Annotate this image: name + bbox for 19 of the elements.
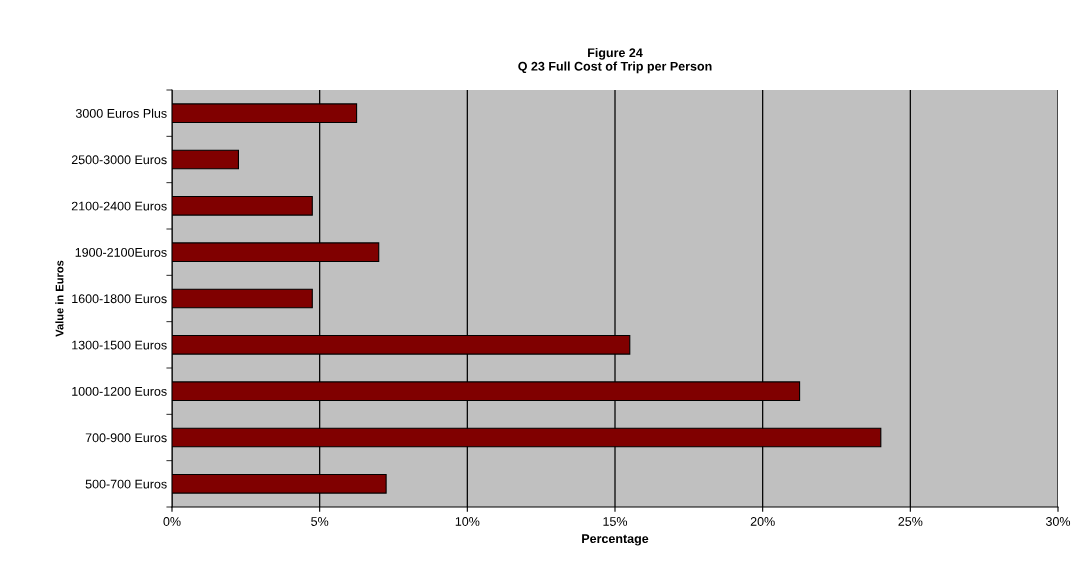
y-tick-label: 1300-1500 Euros [72,340,167,350]
y-tick-label: 2100-2400 Euros [71,201,167,211]
y-tick-label: 700-900 Euros [85,433,167,443]
y-tick-label: 500-700 Euros [85,479,167,489]
x-tick-label: 20% [750,517,775,526]
y-axis-title: Value in Euros [55,260,64,337]
x-tick-label: 25% [898,517,923,526]
y-tick-label: 2500-3000 Euros [71,155,167,165]
x-tick-label: 30% [1045,517,1071,526]
y-tick-label: 1900-2100Euros [75,247,167,257]
y-tick-label: 3000 Euros Plus [75,108,167,118]
y-tick-label: 1600-1800 Euros [72,294,167,304]
x-tick-label: 15% [603,517,628,526]
y-tick-label: 1000-1200 Euros [72,386,167,396]
x-tick-label: 10% [455,517,480,526]
x-axis-title: Percentage [582,534,649,546]
x-tick-label: 5% [311,517,329,526]
chart-title: Figure 24 Q 23 Full Cost of Trip per Person [518,47,712,74]
x-tick-label: 0% [163,517,181,526]
